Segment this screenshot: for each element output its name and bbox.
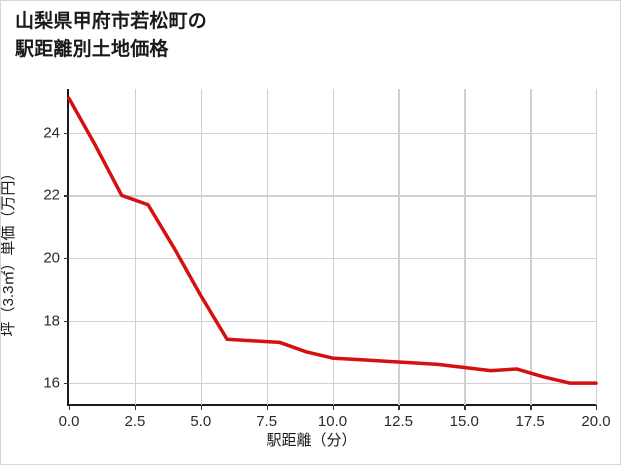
x-tick-label: 10.0 — [317, 413, 348, 430]
y-tick-mark — [64, 383, 69, 385]
gridline-vertical — [530, 89, 532, 405]
x-tick-label: 7.5 — [256, 413, 278, 430]
x-tick-mark — [398, 405, 400, 410]
y-tick-label: 22 — [43, 186, 60, 204]
x-tick-mark — [200, 405, 203, 410]
data-series-line — [67, 96, 598, 385]
plot-area: 16 18 20 22 24 0.0 2.5 5.0 7.5 10.0 12.5 15.0 17.5 2… — [43, 89, 611, 430]
y-tick-mark — [64, 320, 69, 322]
y-tick-mark — [64, 195, 69, 197]
gridline-vertical — [134, 89, 137, 405]
y-tick-label: 24 — [43, 124, 60, 142]
gridline-vertical — [596, 89, 598, 405]
y-tick-label: 20 — [43, 249, 60, 267]
gridline-vertical — [332, 89, 334, 405]
gridline-vertical — [398, 89, 400, 405]
y-tick-label: 18 — [43, 312, 60, 330]
y-axis-spine — [67, 89, 69, 406]
y-tick-mark — [64, 132, 69, 135]
x-tick-label: 2.5 — [124, 413, 146, 430]
y-axis-label-text: 坪（3.3㎡）単価（万円） — [0, 165, 17, 337]
y-tick-mark — [64, 257, 69, 260]
y-tick-label: 16 — [43, 374, 60, 392]
x-tick-label: 5.0 — [190, 413, 212, 430]
x-tick-label: 0.0 — [58, 413, 80, 430]
x-tick-mark — [266, 405, 269, 410]
page-title: 山梨県甲府市若松町の 駅距離別土地価格 — [15, 11, 208, 60]
x-tick-mark — [596, 405, 598, 410]
gridline-vertical — [200, 89, 203, 405]
gridline-vertical — [266, 89, 269, 405]
x-tick-label: 17.5 — [515, 413, 545, 430]
x-tick-mark — [332, 405, 334, 410]
x-tick-mark — [530, 405, 532, 410]
x-tick-label: 15.0 — [449, 413, 479, 430]
x-tick-mark — [134, 405, 137, 410]
x-tick-label: 12.5 — [383, 413, 413, 430]
y-axis-label: 坪（3.3㎡）単価（万円） — [1, 1, 18, 337]
gridline-vertical — [464, 89, 466, 405]
x-tick-label: 20.0 — [581, 413, 611, 430]
x-tick-mark — [69, 405, 71, 410]
x-axis-spine — [67, 404, 596, 406]
x-axis-label: 駅距離（分） — [266, 432, 357, 449]
x-tick-mark — [464, 405, 466, 410]
